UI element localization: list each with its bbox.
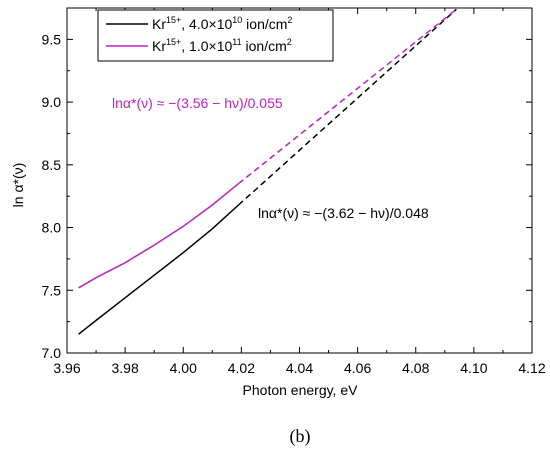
legend: Kr15+, 4.0×1010 ion/cm2 Kr15+, 1.0×1011 … <box>97 9 334 62</box>
series-lines <box>78 8 457 335</box>
x-tick-label: 4.08 <box>402 360 429 376</box>
x-axis-title: Photon energy, eV <box>243 382 359 398</box>
x-tick-label: 4.00 <box>170 360 197 376</box>
y-tick-labels: 7.0 7.5 8.0 8.5 9.0 9.5 <box>42 31 62 361</box>
x-tick-labels: 3.96 3.98 4.00 4.02 4.04 4.06 4.08 4.10 4.12 <box>53 360 545 376</box>
y-tick-label: 7.0 <box>42 345 62 361</box>
y-tick-label: 8.5 <box>42 157 62 173</box>
annotation-series-2: lnα*(ν) ≈ −(3.56 − hν)/0.055 <box>112 95 283 111</box>
annotation-series-1: lnα*(ν) ≈ −(3.62 − hν)/0.048 <box>258 205 429 221</box>
series-2-line <box>78 183 239 289</box>
y-tick-label: 8.0 <box>42 220 62 236</box>
x-tick-label: 4.06 <box>344 360 371 376</box>
legend-box <box>97 9 334 62</box>
x-tick-label: 4.04 <box>286 360 313 376</box>
series-2-extrapolation <box>238 8 457 185</box>
y-tick-label: 9.0 <box>42 94 62 110</box>
panel-label: (b) <box>290 426 311 447</box>
legend-label-series-2: Kr15+, 1.0×1011 ion/cm2 <box>152 37 292 54</box>
y-tick-label: 7.5 <box>42 282 62 298</box>
series-1-line <box>78 204 240 335</box>
x-tick-label: 3.98 <box>112 360 139 376</box>
y-tick-label: 9.5 <box>42 31 62 47</box>
legend-label-series-1: Kr15+, 4.0×1010 ion/cm2 <box>152 15 292 32</box>
x-tick-label: 4.10 <box>460 360 487 376</box>
series-1-extrapolation <box>237 8 457 206</box>
x-tick-label: 4.02 <box>228 360 255 376</box>
x-tick-label: 4.12 <box>518 360 545 376</box>
x-tick-label: 3.96 <box>53 360 80 376</box>
y-axis-title: ln α*(ν) <box>10 163 26 208</box>
